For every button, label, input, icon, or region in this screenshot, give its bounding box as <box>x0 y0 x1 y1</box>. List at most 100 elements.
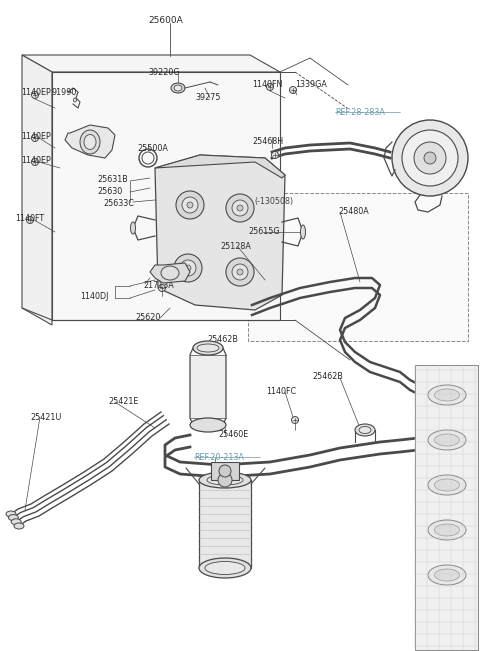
Circle shape <box>158 284 166 292</box>
Text: 25460E: 25460E <box>218 430 248 439</box>
Ellipse shape <box>300 225 305 239</box>
Ellipse shape <box>131 222 135 234</box>
Ellipse shape <box>434 389 459 401</box>
Text: 25500A: 25500A <box>137 144 168 153</box>
Bar <box>211 462 239 480</box>
Polygon shape <box>155 155 285 310</box>
Text: 1140FN: 1140FN <box>252 80 282 89</box>
Ellipse shape <box>161 266 179 280</box>
Polygon shape <box>22 55 52 325</box>
Ellipse shape <box>428 385 466 405</box>
Circle shape <box>176 191 204 219</box>
Ellipse shape <box>434 434 459 446</box>
Circle shape <box>414 142 446 174</box>
Ellipse shape <box>171 83 185 93</box>
Text: 25480A: 25480A <box>338 207 369 216</box>
Text: 39220G: 39220G <box>148 68 180 77</box>
Text: 25421U: 25421U <box>30 413 61 422</box>
Text: 1140EP: 1140EP <box>21 132 51 141</box>
Circle shape <box>392 120 468 196</box>
Ellipse shape <box>355 424 375 436</box>
Text: REF.28-283A: REF.28-283A <box>335 108 385 117</box>
Text: 25615G: 25615G <box>248 227 280 236</box>
Bar <box>199 480 251 568</box>
Text: (-130508): (-130508) <box>254 197 293 206</box>
Ellipse shape <box>80 130 100 154</box>
Circle shape <box>26 217 34 223</box>
Ellipse shape <box>359 426 371 434</box>
Ellipse shape <box>193 341 223 355</box>
Ellipse shape <box>434 479 459 491</box>
Text: 25421E: 25421E <box>108 397 138 406</box>
Circle shape <box>219 465 231 477</box>
Text: 25462B: 25462B <box>207 335 238 344</box>
Text: 25128A: 25128A <box>220 242 251 251</box>
Circle shape <box>32 135 38 141</box>
Ellipse shape <box>207 475 243 485</box>
Ellipse shape <box>428 565 466 585</box>
Ellipse shape <box>9 514 18 521</box>
Circle shape <box>291 417 299 424</box>
Circle shape <box>237 205 243 211</box>
Ellipse shape <box>434 524 459 536</box>
Circle shape <box>232 200 248 216</box>
Ellipse shape <box>11 519 21 525</box>
Circle shape <box>180 260 196 276</box>
Polygon shape <box>52 72 280 320</box>
Text: 39275: 39275 <box>195 93 220 102</box>
Ellipse shape <box>73 98 76 102</box>
Text: 1339GA: 1339GA <box>295 80 327 89</box>
Ellipse shape <box>199 558 251 578</box>
Bar <box>190 355 226 418</box>
Ellipse shape <box>6 511 16 517</box>
Polygon shape <box>415 365 478 650</box>
Ellipse shape <box>428 475 466 495</box>
Ellipse shape <box>199 472 251 488</box>
Polygon shape <box>155 155 285 178</box>
Ellipse shape <box>84 135 96 150</box>
Text: 25462B: 25462B <box>312 372 343 381</box>
Text: 25631B: 25631B <box>97 175 128 184</box>
Circle shape <box>232 264 248 280</box>
Text: 25633C: 25633C <box>103 199 134 208</box>
Ellipse shape <box>197 344 219 352</box>
Circle shape <box>187 202 193 208</box>
Circle shape <box>272 152 278 158</box>
Text: 1140DJ: 1140DJ <box>80 292 108 301</box>
Text: 91990: 91990 <box>51 88 76 97</box>
Circle shape <box>402 130 458 186</box>
Circle shape <box>32 92 38 98</box>
Ellipse shape <box>428 520 466 540</box>
Circle shape <box>185 265 191 271</box>
Bar <box>248 193 468 341</box>
Circle shape <box>424 152 436 164</box>
Circle shape <box>289 87 297 94</box>
Ellipse shape <box>190 418 226 432</box>
Circle shape <box>226 258 254 286</box>
Polygon shape <box>150 263 190 283</box>
Text: 25630: 25630 <box>97 187 122 196</box>
Text: REF.20-213A: REF.20-213A <box>194 453 244 462</box>
Text: 1140EP: 1140EP <box>21 88 51 97</box>
Ellipse shape <box>428 430 466 450</box>
Text: 1140FT: 1140FT <box>15 214 44 223</box>
Polygon shape <box>65 125 115 158</box>
Ellipse shape <box>174 85 182 91</box>
Text: 1140FC: 1140FC <box>266 387 296 396</box>
Polygon shape <box>22 55 280 72</box>
Text: 21713A: 21713A <box>143 281 174 290</box>
Ellipse shape <box>434 569 459 581</box>
Text: 25468H: 25468H <box>252 137 283 146</box>
Circle shape <box>182 197 198 213</box>
Ellipse shape <box>14 523 24 529</box>
Text: 25463G: 25463G <box>152 269 183 278</box>
Ellipse shape <box>205 562 245 574</box>
Circle shape <box>226 194 254 222</box>
Circle shape <box>218 473 232 487</box>
Text: 1140EP: 1140EP <box>21 156 51 165</box>
Text: 25600A: 25600A <box>148 16 183 25</box>
Circle shape <box>237 269 243 275</box>
Circle shape <box>266 83 274 90</box>
Circle shape <box>174 254 202 282</box>
Circle shape <box>32 158 38 165</box>
